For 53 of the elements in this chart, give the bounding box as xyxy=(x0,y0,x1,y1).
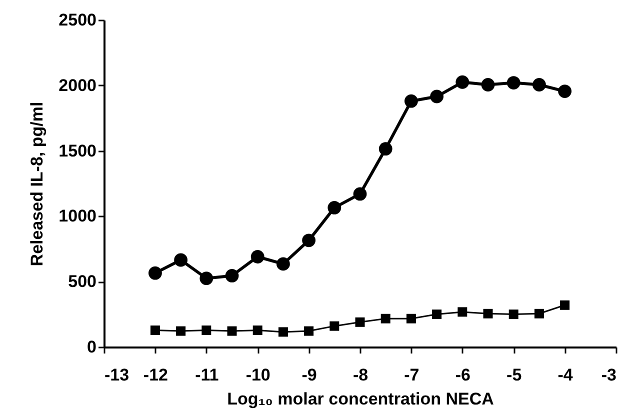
point xyxy=(483,308,493,318)
x-tick-label: -11 xyxy=(195,366,219,384)
point xyxy=(430,90,444,104)
y-tick-label: 2000 xyxy=(58,76,96,95)
point xyxy=(534,308,544,318)
point xyxy=(506,76,520,90)
y-tick-label: 1500 xyxy=(58,141,96,160)
x-tick-label: -7 xyxy=(404,366,420,384)
point xyxy=(458,307,468,317)
x-tick-label: -8 xyxy=(352,366,368,384)
point xyxy=(276,257,290,271)
x-tick-label: -6 xyxy=(455,366,470,384)
point xyxy=(328,201,342,214)
point xyxy=(406,314,416,324)
point xyxy=(176,326,186,336)
point xyxy=(148,266,162,280)
x-tick-label: -12 xyxy=(143,366,168,384)
y-tick-label: 0 xyxy=(87,338,96,356)
y-tick-label: 2500 xyxy=(58,10,96,30)
point xyxy=(227,326,237,336)
x-tick-label: -4 xyxy=(558,366,574,384)
point xyxy=(200,272,214,286)
point xyxy=(456,75,470,89)
y-tick-label: 1000 xyxy=(58,206,96,226)
point xyxy=(250,250,264,264)
x-tick-label: -13 xyxy=(104,366,130,384)
point xyxy=(532,78,546,92)
point xyxy=(378,142,392,156)
point xyxy=(353,187,367,201)
point xyxy=(252,326,262,335)
point xyxy=(225,269,239,282)
point xyxy=(278,327,288,337)
point xyxy=(150,326,160,335)
point xyxy=(304,326,314,336)
x-tick-label: -10 xyxy=(246,366,270,384)
point xyxy=(330,321,340,331)
point xyxy=(302,234,316,248)
point xyxy=(508,310,518,320)
point xyxy=(355,317,365,327)
point xyxy=(481,78,495,92)
point xyxy=(558,84,572,98)
y-tick-label: 500 xyxy=(68,272,96,292)
point xyxy=(560,300,570,310)
x-tick-label: -9 xyxy=(302,366,317,384)
x-tick-label: -5 xyxy=(506,366,522,384)
point xyxy=(202,326,212,335)
point xyxy=(432,310,442,320)
y-axis-title: Released IL-8, pg/ml xyxy=(28,102,47,266)
point xyxy=(174,253,188,267)
x-axis-title: Log₁₀ molar concentration NECA xyxy=(227,390,494,408)
point xyxy=(380,314,390,324)
point xyxy=(404,94,418,108)
x-tick-label: -3 xyxy=(601,366,616,384)
